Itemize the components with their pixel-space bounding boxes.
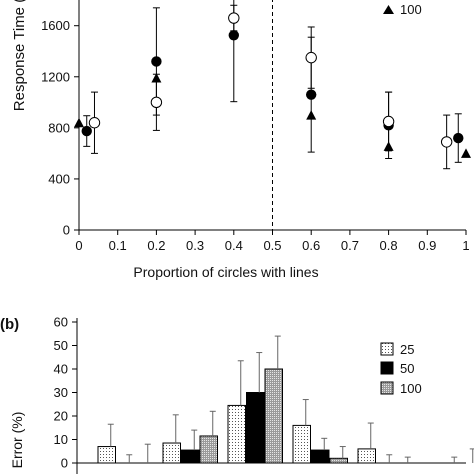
data-point-open-circle	[150, 96, 163, 109]
bar	[227, 404, 246, 464]
bar	[162, 442, 181, 464]
y-tick-label: 0	[61, 456, 68, 471]
x-tick-label: 0.6	[302, 238, 320, 253]
error-panel: (b) 0 10 20 30 40 50 60 Error (%) 25 50 100	[0, 315, 474, 474]
x-tick-label: 0.4	[225, 238, 243, 253]
legend-label: 100	[400, 2, 422, 17]
y-tick-label: 40	[54, 362, 68, 377]
y-tick-label: 60	[54, 315, 68, 330]
x-tick-label: 0.8	[380, 238, 398, 253]
data-point-filled-circle	[306, 89, 317, 100]
bar	[329, 457, 348, 464]
y-tick-label: 1200	[41, 69, 70, 84]
legend-swatch	[380, 381, 394, 395]
data-point-triangle	[383, 141, 394, 151]
response-time-panel: 0 400 800 1200 1600 0 0.1 0.2 0.3 0.4 0.5 0.6 0.7 0.8…	[11, 0, 471, 280]
legend-label: 50	[400, 361, 414, 376]
data-point-open-circle	[88, 117, 101, 129]
data-point-filled-circle	[81, 125, 92, 137]
x-tick-label: 0	[75, 238, 82, 253]
y-axis-label: Error (%)	[9, 412, 25, 469]
panel-label: (b)	[0, 316, 19, 333]
y-axis-label: Response Time (ms)	[11, 0, 28, 111]
data-point-filled-circle	[228, 30, 239, 41]
x-axis-label: Proportion of circles with lines	[133, 264, 318, 280]
x-tick-label: 1	[462, 238, 469, 253]
data-point-open-circle	[382, 115, 395, 128]
x-tick-label: 0.5	[263, 238, 281, 253]
data-point-filled-circle	[151, 56, 162, 67]
y-tick-label: 1600	[41, 18, 70, 33]
data-point-filled-circle	[453, 132, 464, 144]
bar	[181, 449, 200, 464]
data-point-triangle	[461, 148, 471, 158]
legend-swatch	[380, 361, 394, 375]
legend-label: 100	[400, 381, 422, 396]
x-tick-label: 0.1	[109, 238, 127, 253]
y-tick-label: 30	[54, 385, 68, 400]
bar	[199, 435, 218, 464]
x-tick-label: 0.9	[418, 238, 436, 253]
bar	[97, 446, 116, 464]
legend-label: 25	[400, 342, 414, 357]
bar	[246, 392, 265, 464]
legend-marker-triangle	[383, 5, 394, 14]
data-point-triangle	[74, 117, 84, 128]
data-point-open-circle	[305, 51, 317, 64]
data-point-triangle	[151, 73, 162, 83]
y-tick-label: 400	[48, 171, 70, 186]
y-tick-label: 10	[54, 432, 68, 447]
data-point-open-circle	[228, 12, 240, 24]
x-tick-label: 0.7	[341, 238, 359, 253]
bar	[292, 424, 311, 464]
x-tick-label: 0.3	[186, 238, 204, 253]
x-tick-label: 0.2	[147, 238, 165, 253]
bar	[311, 449, 330, 464]
legend-swatch	[380, 342, 394, 356]
y-tick-label: 50	[54, 338, 68, 353]
data-point-open-circle	[440, 136, 453, 148]
data-point-triangle	[306, 110, 317, 120]
y-tick-label: 0	[63, 223, 70, 238]
bar	[357, 448, 376, 464]
bar	[264, 368, 283, 464]
y-tick-label: 20	[54, 409, 68, 424]
y-tick-label: 800	[48, 120, 70, 135]
